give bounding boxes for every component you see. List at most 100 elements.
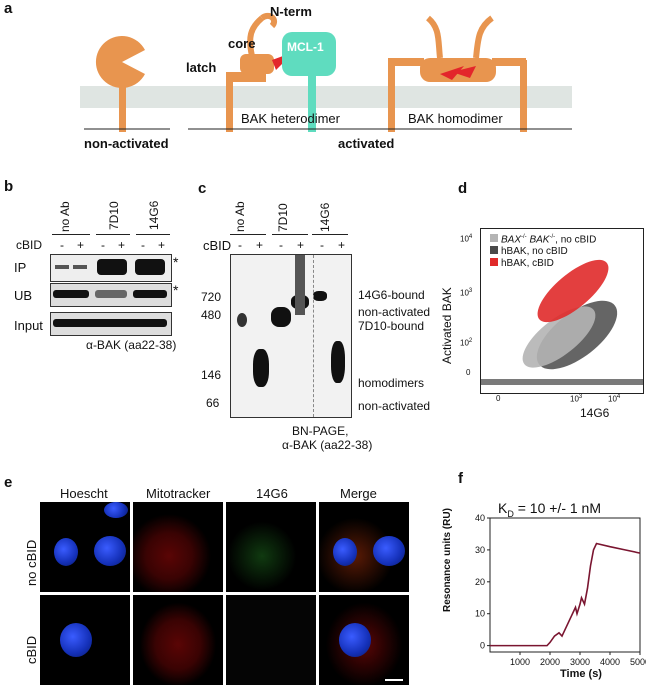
legend-1: BAX-/- BAK-/-, no cBID <box>490 234 596 245</box>
blot-input <box>50 312 172 336</box>
chart-f-title: KD = 10 +/- 1 nM <box>498 500 602 519</box>
membrane <box>80 86 572 108</box>
bak-pacman <box>95 36 145 88</box>
chart-f-svg: 0 10 20 30 40 1000 2000 3000 4000 5000 <box>475 513 646 667</box>
ylabel-d: Activated BAK <box>440 287 454 364</box>
lane-7d10: 7D10 <box>107 201 121 230</box>
y-tick-label: 10 <box>475 609 485 619</box>
ytick: 0 <box>466 368 471 377</box>
micrograph-14g6-cbid <box>226 595 316 685</box>
ytick: 103 <box>460 288 473 298</box>
band-non-activated-bottom: non-activated <box>358 399 431 413</box>
lane-no-ab-c: no Ab <box>233 201 247 232</box>
band-homodimers: homodimers <box>358 376 425 390</box>
bn-page-gel <box>230 254 352 418</box>
marker-66: 66 <box>206 396 220 410</box>
x-tick-label: 5000 <box>630 657 646 667</box>
row-label-input: Input <box>14 318 43 333</box>
micrograph-mitotracker-cbid <box>133 595 223 685</box>
xlabel-d: 14G6 <box>580 406 610 420</box>
cbid-sign: - <box>141 238 145 252</box>
row-no-cbid: no cBID <box>24 539 39 586</box>
panel-label-d: d <box>458 180 468 197</box>
y-tick-label: 20 <box>475 577 485 587</box>
bak-heterodimer-shape <box>226 12 336 132</box>
marker-146: 146 <box>201 368 222 382</box>
cbid-sign: + <box>158 238 166 252</box>
micrograph-hoescht-no-cbid <box>40 502 130 592</box>
xtick: 0 <box>496 394 501 403</box>
micrograph-mitotracker-no-cbid <box>133 502 223 592</box>
y-tick-label: 0 <box>480 641 485 651</box>
micrograph-merge-no-cbid <box>319 502 409 592</box>
star-ub: * <box>173 282 179 298</box>
band-7d10-bound: 7D10-bound <box>358 319 425 333</box>
xtick: 103 <box>570 394 583 404</box>
x-tick-label: 1000 <box>510 657 530 667</box>
label-mcl1: MCL-1 <box>287 40 324 54</box>
cbid-sign: + <box>118 238 126 252</box>
cbid-sign: + <box>77 238 85 252</box>
lane-7d10-c: 7D10 <box>276 203 290 232</box>
x-tick-label: 4000 <box>600 657 620 667</box>
label-core: core <box>228 36 256 51</box>
panel-a-diagram <box>80 12 572 132</box>
marker-480: 480 <box>201 308 222 322</box>
marker-720: 720 <box>201 290 222 304</box>
cbid-sign: + <box>338 238 346 252</box>
row-cbid: cBID <box>24 635 39 664</box>
cbid-sign: - <box>238 238 242 252</box>
cbid-sign: + <box>297 238 305 252</box>
lane-no-ab: no Ab <box>58 201 72 232</box>
star-ip: * <box>173 254 179 270</box>
facs-plot <box>480 228 644 394</box>
antibody-label-b: α-BAK (aa22-38) <box>86 338 177 352</box>
label-activated: activated <box>338 136 395 151</box>
lane-line-c2 <box>272 234 308 235</box>
cbid-label-b: cBID <box>16 238 43 252</box>
chart-f-xlabel: Time (s) <box>560 668 602 680</box>
lane-line-2 <box>96 234 130 235</box>
caption-c-2: α-BAK (aa22-38) <box>282 438 373 452</box>
panel-label-f: f <box>458 470 463 487</box>
micrograph-hoescht-cbid <box>40 595 130 685</box>
panel-label-a: a <box>4 0 13 17</box>
cbid-sign: + <box>256 238 264 252</box>
legend-3: hBAK, cBID <box>490 258 554 269</box>
lane-14g6: 14G6 <box>147 200 161 230</box>
panel-label-b: b <box>4 178 14 195</box>
band-non-activated-top: non-activated <box>358 305 431 319</box>
bak-homodimer-shape <box>388 15 527 132</box>
lane-line-c1 <box>230 234 266 235</box>
panel-label-e: e <box>4 474 13 491</box>
facs-dots <box>481 259 643 385</box>
y-tick-label: 30 <box>475 545 485 555</box>
xtick: 104 <box>608 394 621 404</box>
blot-ub <box>50 283 172 307</box>
row-label-ip: IP <box>14 260 27 275</box>
col-hoescht: Hoescht <box>60 486 108 501</box>
col-14g6: 14G6 <box>256 486 288 501</box>
lane-14g6-c: 14G6 <box>318 202 332 232</box>
ytick: 102 <box>460 338 473 348</box>
micrograph-merge-cbid <box>319 595 409 685</box>
lane-line-3 <box>136 234 170 235</box>
blot-ip <box>50 254 172 282</box>
col-mitotracker: Mitotracker <box>146 486 211 501</box>
label-heterodimer: BAK heterodimer <box>241 111 340 126</box>
legend-2: hBAK, no cBID <box>490 246 568 257</box>
caption-c-1: BN-PAGE, <box>292 424 349 438</box>
x-tick-label: 3000 <box>570 657 590 667</box>
label-non-activated: non-activated <box>84 136 169 151</box>
chart-f-frame <box>489 517 641 653</box>
cbid-label-c: cBID <box>203 238 232 253</box>
sensorgram-line <box>490 542 641 647</box>
bak-tm-1 <box>119 78 126 132</box>
label-latch: latch <box>186 60 217 75</box>
cbid-sign: - <box>279 238 283 252</box>
cbid-sign: - <box>320 238 324 252</box>
col-merge: Merge <box>340 486 377 501</box>
band-14g6-bound: 14G6-bound <box>358 288 425 302</box>
cbid-sign: - <box>60 238 64 252</box>
x-tick-label: 2000 <box>540 657 560 667</box>
